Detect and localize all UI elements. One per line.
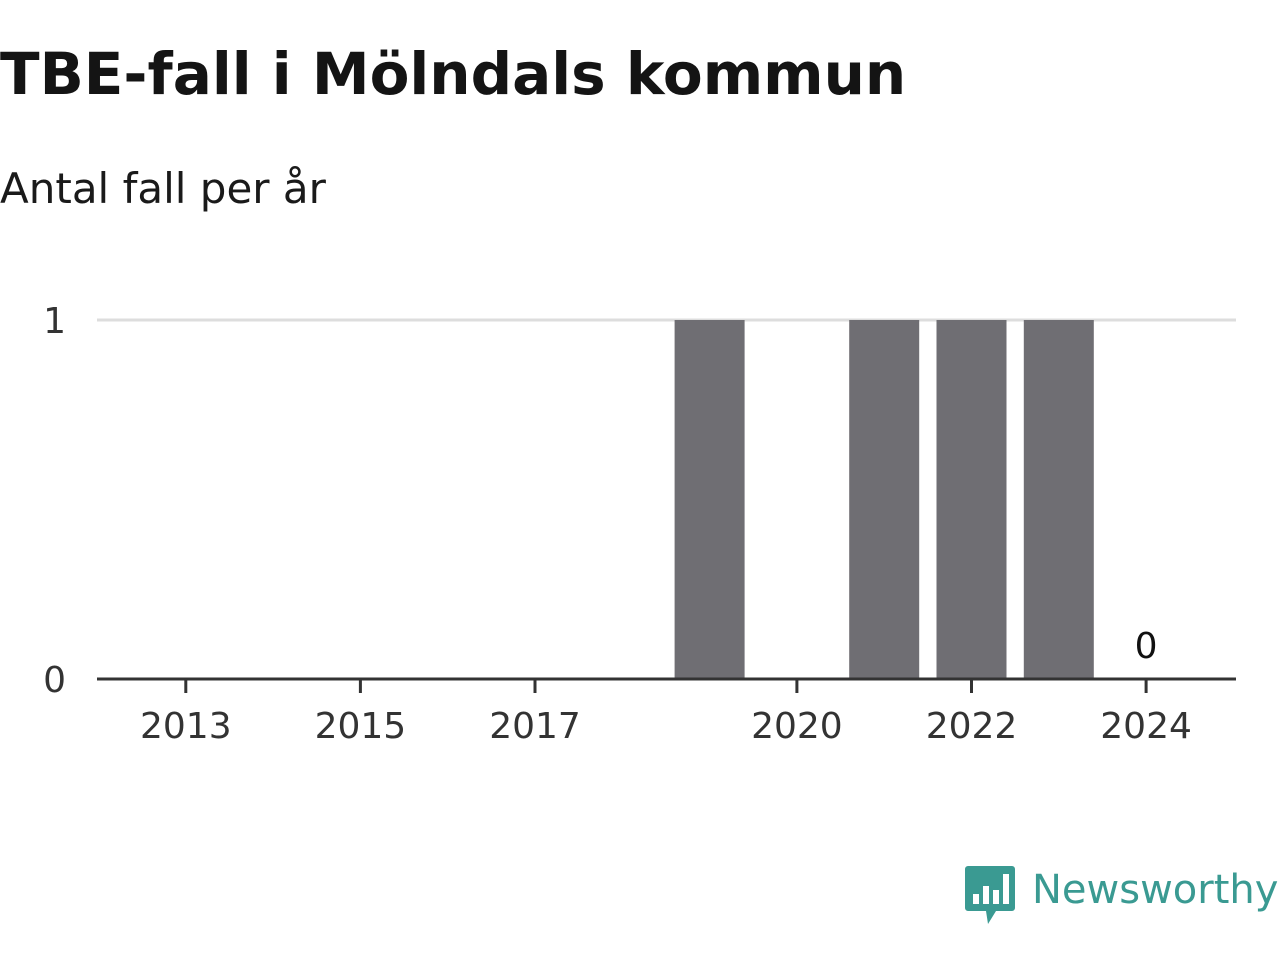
- bar-2021: [849, 320, 920, 679]
- x-tick-label: 2020: [751, 706, 843, 747]
- x-tick-label: 2013: [140, 706, 232, 747]
- x-tick-label: 2015: [315, 706, 407, 747]
- x-tick-label: 2024: [1100, 706, 1192, 747]
- y-tick-label: 1: [43, 301, 66, 342]
- data-label: 0: [1135, 626, 1158, 667]
- x-tick-label: 2022: [926, 706, 1018, 747]
- bar-2023: [1023, 320, 1094, 679]
- bar-2022: [936, 320, 1007, 679]
- bar-2019: [674, 320, 745, 679]
- x-tick-label: 2017: [489, 706, 581, 747]
- y-tick-label: 0: [43, 660, 66, 701]
- brand-name: Newsworthy: [1032, 867, 1279, 913]
- newsworthy-logo: Newsworthy: [964, 864, 1280, 930]
- chart-subtitle: Antal fall per år: [0, 164, 326, 213]
- chart-title: TBE-fall i Mölndals kommun: [0, 40, 907, 108]
- newsworthy-logo-icon: [965, 866, 1015, 924]
